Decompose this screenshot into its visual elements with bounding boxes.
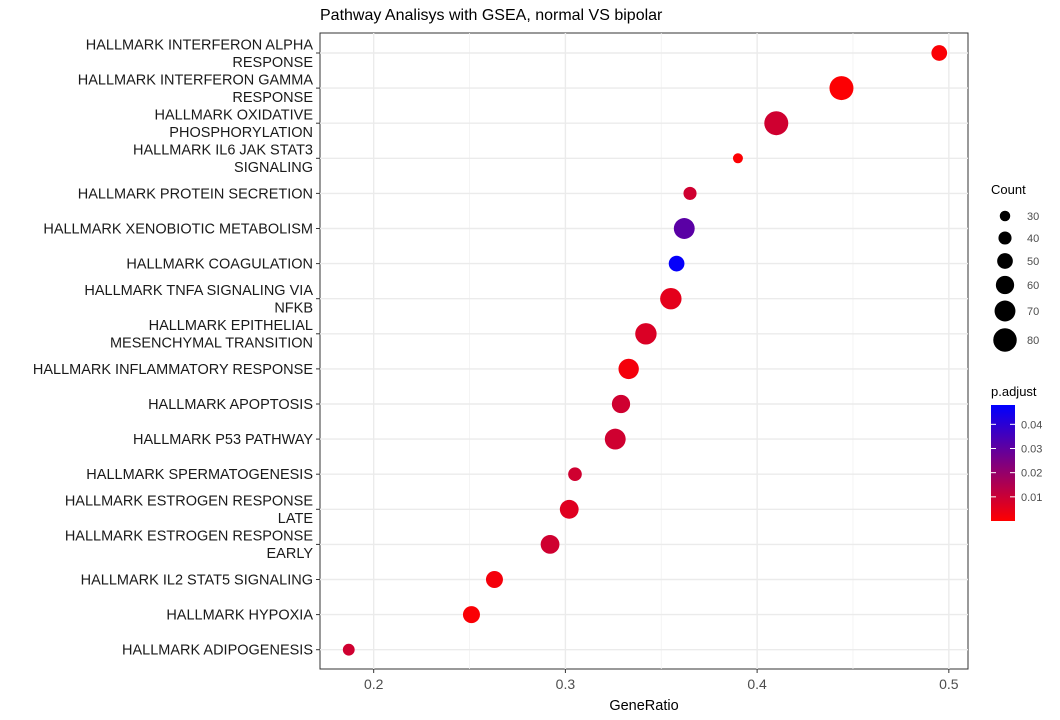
y-tick-label: HALLMARK INFLAMMATORY RESPONSE bbox=[33, 362, 313, 378]
data-point bbox=[559, 499, 579, 519]
y-tick-label: HALLMARK INTERFERON ALPHA RESPONSE bbox=[86, 37, 314, 71]
y-tick-label: HALLMARK OXIDATIVE PHOSPHORYLATION bbox=[155, 107, 314, 141]
data-point bbox=[668, 255, 685, 272]
y-tick-label: HALLMARK COAGULATION bbox=[126, 257, 313, 273]
legend-count-key bbox=[994, 300, 1016, 322]
legend-count-label: 50 bbox=[1027, 256, 1039, 268]
y-axis-labels: HALLMARK INTERFERON ALPHA RESPONSEHALLMAR… bbox=[33, 37, 313, 658]
y-tick-label: HALLMARK APOPTOSIS bbox=[148, 397, 313, 413]
plot-border bbox=[319, 32, 969, 670]
data-points bbox=[342, 45, 948, 656]
legend-count: Count 30 40 50 60 70 80 bbox=[991, 182, 1039, 352]
x-axis-title: GeneRatio bbox=[609, 698, 678, 714]
legend-padjust-label: 0.01 bbox=[1021, 492, 1042, 504]
x-tick-label: 0.3 bbox=[556, 676, 576, 692]
x-tick-label: 0.2 bbox=[364, 676, 384, 692]
y-tick-label: HALLMARK HYPOXIA bbox=[166, 608, 313, 624]
legend-count-label: 40 bbox=[1027, 233, 1039, 245]
y-tick-label: HALLMARK IL6 JAK STAT3 SIGNALING bbox=[133, 143, 313, 177]
y-tick-label: HALLMARK TNFA SIGNALING VIA NFKB bbox=[84, 283, 313, 317]
legend-count-key bbox=[998, 231, 1012, 245]
y-tick-label: HALLMARK ADIPOGENESIS bbox=[122, 643, 313, 659]
y-tick-label: HALLMARK ESTROGEN RESPONSE EARLY bbox=[65, 529, 313, 563]
y-tick-label: HALLMARK SPERMATOGENESIS bbox=[86, 467, 313, 483]
y-tick-label: HALLMARK ESTROGEN RESPONSE LATE bbox=[65, 494, 313, 528]
legend-count-label: 30 bbox=[1027, 211, 1039, 223]
data-point bbox=[485, 571, 503, 588]
padjust-colorbar bbox=[991, 405, 1015, 521]
data-point bbox=[683, 186, 697, 200]
legend-count-label: 60 bbox=[1027, 280, 1039, 292]
legend-count-key bbox=[993, 328, 1017, 352]
legend-count-label: 70 bbox=[1027, 306, 1039, 318]
y-tick-label: HALLMARK PROTEIN SECRETION bbox=[78, 186, 313, 202]
legend-count-label: 80 bbox=[1027, 335, 1039, 347]
data-point bbox=[568, 467, 582, 482]
plot-panel bbox=[319, 32, 969, 670]
y-tick-label: HALLMARK P53 PATHWAY bbox=[133, 432, 313, 448]
legend-count-key bbox=[995, 275, 1015, 295]
x-tick-label: 0.5 bbox=[939, 676, 959, 692]
data-point bbox=[829, 76, 854, 101]
legend-padjust-title: p.adjust bbox=[991, 384, 1037, 399]
y-axis-ticks bbox=[316, 52, 320, 651]
y-tick-label: HALLMARK EPITHELIAL MESENCHYMAL TRANSITIO… bbox=[110, 318, 313, 352]
data-point bbox=[540, 534, 560, 554]
data-point bbox=[462, 606, 480, 624]
data-point bbox=[635, 323, 657, 345]
data-point bbox=[660, 287, 682, 310]
grid-lines bbox=[320, 33, 968, 669]
data-point bbox=[342, 643, 355, 656]
legend-count-key bbox=[997, 253, 1013, 269]
chart-title: Pathway Analisys with GSEA, normal VS bi… bbox=[320, 7, 663, 24]
legend-padjust-label: 0.04 bbox=[1021, 419, 1042, 431]
data-point bbox=[764, 111, 789, 136]
y-tick-label: HALLMARK INTERFERON GAMMA RESPONSE bbox=[78, 72, 314, 106]
data-point bbox=[611, 394, 631, 414]
legend-padjust: p.adjust 0.04 0.03 0.02 0.01 bbox=[991, 384, 1042, 521]
data-point bbox=[931, 45, 948, 61]
legend-count-key bbox=[999, 210, 1011, 222]
data-point bbox=[732, 153, 743, 164]
y-tick-label: HALLMARK IL2 STAT5 SIGNALING bbox=[81, 573, 313, 589]
legend-padjust-label: 0.03 bbox=[1021, 444, 1042, 456]
x-axis-ticks: 0.2 0.3 0.4 0.5 bbox=[364, 669, 959, 692]
data-point bbox=[618, 358, 639, 380]
legend-padjust-label: 0.02 bbox=[1021, 468, 1042, 480]
x-tick-label: 0.4 bbox=[747, 676, 767, 692]
legend-count-title: Count bbox=[991, 182, 1026, 197]
data-point bbox=[673, 218, 695, 239]
data-point bbox=[604, 428, 626, 450]
y-tick-label: HALLMARK XENOBIOTIC METABOLISM bbox=[43, 222, 313, 238]
